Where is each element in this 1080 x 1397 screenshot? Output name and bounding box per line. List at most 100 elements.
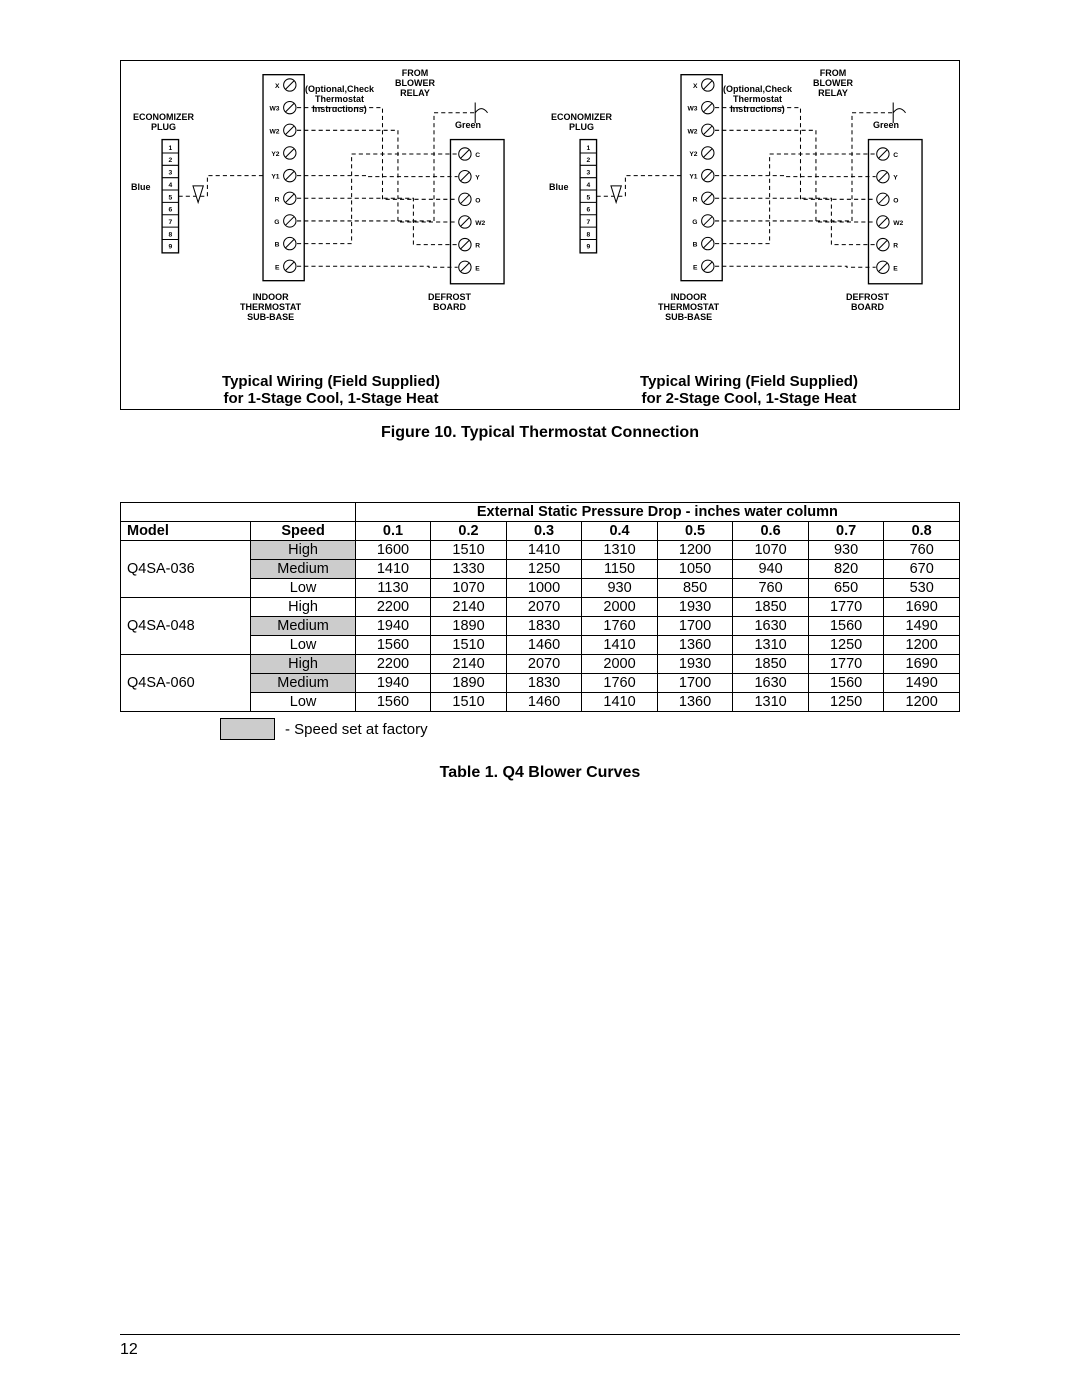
table-value-cell: 1070 bbox=[733, 541, 809, 560]
table-value-cell: 670 bbox=[884, 560, 960, 579]
table-col-header: Speed bbox=[251, 522, 355, 541]
table-value-cell: 930 bbox=[582, 579, 658, 598]
table-value-cell: 1930 bbox=[657, 598, 733, 617]
table-value-cell: 1130 bbox=[355, 579, 431, 598]
table-col-header: 0.6 bbox=[733, 522, 809, 541]
svg-text:9: 9 bbox=[586, 244, 590, 251]
table-value-cell: 1770 bbox=[808, 598, 884, 617]
table-value-cell: 760 bbox=[884, 541, 960, 560]
svg-text:W3: W3 bbox=[687, 106, 697, 113]
svg-text:B: B bbox=[275, 242, 280, 249]
diagram-label: FROM BLOWER RELAY bbox=[813, 69, 853, 99]
table-value-cell: 1560 bbox=[355, 693, 431, 712]
table-col-header: 0.7 bbox=[808, 522, 884, 541]
svg-text:8: 8 bbox=[586, 231, 590, 238]
diagram-label: DEFROST BOARD bbox=[846, 293, 889, 313]
table-value-cell: 1940 bbox=[355, 617, 431, 636]
table-value-cell: 1630 bbox=[733, 617, 809, 636]
svg-text:Y2: Y2 bbox=[689, 151, 697, 158]
svg-text:E: E bbox=[275, 264, 280, 271]
page-number: 12 bbox=[120, 1341, 138, 1359]
table-value-cell: 1460 bbox=[506, 693, 582, 712]
svg-text:W2: W2 bbox=[893, 220, 903, 227]
wiring-diagrams-row: XW3W2Y2Y1RGBECYOW2RE123456789ECONOMIZER … bbox=[120, 60, 960, 410]
table-value-cell: 1700 bbox=[657, 674, 733, 693]
svg-text:G: G bbox=[692, 219, 697, 226]
svg-text:9: 9 bbox=[168, 244, 172, 251]
table-row: Q4SA-036High1600151014101310120010709307… bbox=[121, 541, 960, 560]
svg-text:Y1: Y1 bbox=[689, 174, 697, 181]
table-col-header: 0.8 bbox=[884, 522, 960, 541]
table-value-cell: 2200 bbox=[355, 598, 431, 617]
diagram-caption: Typical Wiring (Field Supplied)for 2-Sta… bbox=[543, 367, 955, 407]
svg-text:G: G bbox=[274, 219, 279, 226]
table-col-header: 0.3 bbox=[506, 522, 582, 541]
table-value-cell: 1690 bbox=[884, 598, 960, 617]
svg-text:3: 3 bbox=[586, 170, 590, 177]
wiring-diagram-svg: XW3W2Y2Y1RGBECYOW2RE123456789ECONOMIZER … bbox=[125, 65, 537, 367]
svg-text:W2: W2 bbox=[475, 220, 485, 227]
svg-text:R: R bbox=[275, 196, 280, 203]
table-value-cell: 1000 bbox=[506, 579, 582, 598]
svg-text:C: C bbox=[893, 152, 898, 159]
table-value-cell: 1410 bbox=[582, 636, 658, 655]
table-value-cell: 2000 bbox=[582, 655, 658, 674]
svg-text:E: E bbox=[893, 265, 898, 272]
table-value-cell: 1250 bbox=[808, 636, 884, 655]
table-value-cell: 1760 bbox=[582, 617, 658, 636]
figure-caption: Figure 10. Typical Thermostat Connection bbox=[120, 424, 960, 442]
table-value-cell: 1310 bbox=[733, 636, 809, 655]
table-speed-cell: Medium bbox=[251, 617, 355, 636]
table-value-cell: 1410 bbox=[506, 541, 582, 560]
diagram-label: FROM BLOWER RELAY bbox=[395, 69, 435, 99]
table-caption: Table 1. Q4 Blower Curves bbox=[120, 764, 960, 782]
svg-text:R: R bbox=[893, 243, 898, 250]
table-value-cell: 1200 bbox=[657, 541, 733, 560]
svg-text:R: R bbox=[693, 196, 698, 203]
legend-text: - Speed set at factory bbox=[285, 721, 428, 738]
wiring-diagram-panel: XW3W2Y2Y1RGBECYOW2RE123456789ECONOMIZER … bbox=[125, 65, 537, 405]
svg-text:X: X bbox=[693, 83, 698, 90]
blower-table-wrap: External Static Pressure Drop - inches w… bbox=[120, 502, 960, 712]
table-value-cell: 2000 bbox=[582, 598, 658, 617]
table-value-cell: 1050 bbox=[657, 560, 733, 579]
table-value-cell: 1890 bbox=[431, 617, 507, 636]
svg-text:2: 2 bbox=[586, 157, 590, 164]
table-speed-cell: High bbox=[251, 655, 355, 674]
blower-curves-table: External Static Pressure Drop - inches w… bbox=[120, 502, 960, 712]
table-value-cell: 930 bbox=[808, 541, 884, 560]
svg-text:Y: Y bbox=[475, 175, 480, 182]
table-speed-cell: Low bbox=[251, 636, 355, 655]
table-value-cell: 2070 bbox=[506, 655, 582, 674]
table-row: Q4SA-060High2200214020702000193018501770… bbox=[121, 655, 960, 674]
table-speed-cell: Low bbox=[251, 579, 355, 598]
diagram-label: Green bbox=[455, 121, 481, 131]
table-value-cell: 1890 bbox=[431, 674, 507, 693]
diagram-label: Green bbox=[873, 121, 899, 131]
svg-text:8: 8 bbox=[168, 231, 172, 238]
table-value-cell: 1200 bbox=[884, 636, 960, 655]
svg-text:3: 3 bbox=[168, 170, 172, 177]
table-row: Q4SA-048High2200214020702000193018501770… bbox=[121, 598, 960, 617]
table-value-cell: 1410 bbox=[582, 693, 658, 712]
diagram-caption: Typical Wiring (Field Supplied)for 1-Sta… bbox=[125, 367, 537, 407]
table-value-cell: 1940 bbox=[355, 674, 431, 693]
table-value-cell: 940 bbox=[733, 560, 809, 579]
table-value-cell: 1310 bbox=[733, 693, 809, 712]
table-value-cell: 1850 bbox=[733, 655, 809, 674]
diagram-label: DEFROST BOARD bbox=[428, 293, 471, 313]
table-value-cell: 1490 bbox=[884, 617, 960, 636]
table-value-cell: 2140 bbox=[431, 655, 507, 674]
table-speed-cell: Medium bbox=[251, 674, 355, 693]
table-value-cell: 1700 bbox=[657, 617, 733, 636]
table-col-header: 0.5 bbox=[657, 522, 733, 541]
diagram-label: ECONOMIZER PLUG bbox=[133, 113, 194, 133]
table-speed-cell: High bbox=[251, 541, 355, 560]
table-value-cell: 1560 bbox=[808, 674, 884, 693]
table-value-cell: 1510 bbox=[431, 541, 507, 560]
page-footer-rule bbox=[120, 1334, 960, 1335]
table-value-cell: 1490 bbox=[884, 674, 960, 693]
table-value-cell: 2140 bbox=[431, 598, 507, 617]
svg-text:5: 5 bbox=[586, 194, 590, 201]
table-value-cell: 1250 bbox=[506, 560, 582, 579]
